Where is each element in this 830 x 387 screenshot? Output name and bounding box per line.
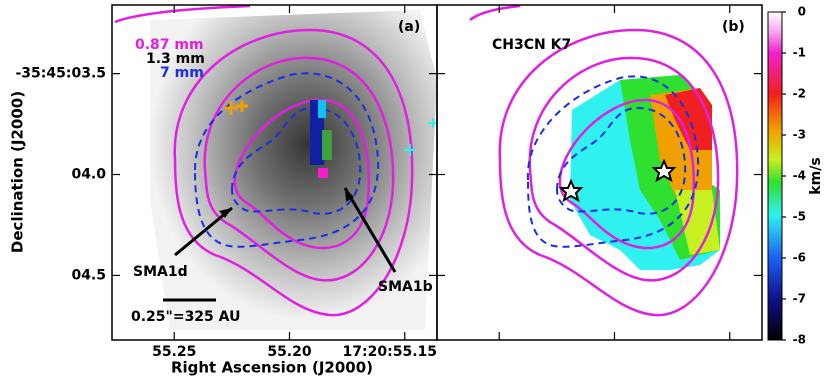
colorbar-tick-label: -6 — [793, 251, 806, 265]
x-axis-label: Right Ascension (J2000) — [171, 359, 373, 377]
colorbar-tick-label: -7 — [793, 292, 806, 306]
arrowhead — [219, 208, 232, 218]
panel-b-frame — [436, 4, 763, 341]
scale-label: 0.25"=325 AU — [131, 309, 240, 325]
x-tick-label: 55.20 — [267, 344, 312, 360]
legend-entry: 1.3 mm — [146, 51, 205, 67]
y-tick-label: 04.0 — [71, 167, 106, 183]
arrow — [343, 187, 397, 273]
colorbar-tick-label: 0 — [798, 5, 806, 19]
arrowhead — [345, 188, 354, 202]
panel-b-image — [437, 5, 762, 340]
colorbar-tick-label: -3 — [793, 128, 806, 142]
colorbar-tick-label: -1 — [793, 46, 806, 60]
panel-label: (b) — [722, 19, 745, 35]
colorbar-tick-label: -4 — [793, 169, 806, 183]
legend-entry: 0.87 mm — [135, 37, 204, 53]
colorbar-label: km/s — [808, 157, 824, 194]
y-axis-label: Declination (J2000) — [9, 91, 27, 253]
colorbar — [767, 11, 783, 341]
colorbar-tick-label: -2 — [793, 87, 806, 101]
x-tick-label: 17:20:55.15 — [343, 344, 437, 360]
y-tick-label: 04.5 — [71, 267, 106, 283]
colorbar-tick-label: -5 — [793, 210, 806, 224]
colorbar-tick-label: -8 — [793, 333, 806, 347]
x-tick-label: 55.25 — [152, 344, 196, 360]
panel-label: (a) — [398, 19, 420, 35]
panel-a-image — [112, 5, 437, 340]
line-label: CH3CN K7 — [492, 37, 571, 53]
legend-entry: 7 mm — [160, 65, 204, 81]
y-tick-label: -35:45:03.5 — [15, 66, 106, 82]
annotation: SMA1b — [378, 279, 433, 295]
arrow — [174, 206, 233, 257]
annotation: SMA1d — [133, 264, 188, 280]
